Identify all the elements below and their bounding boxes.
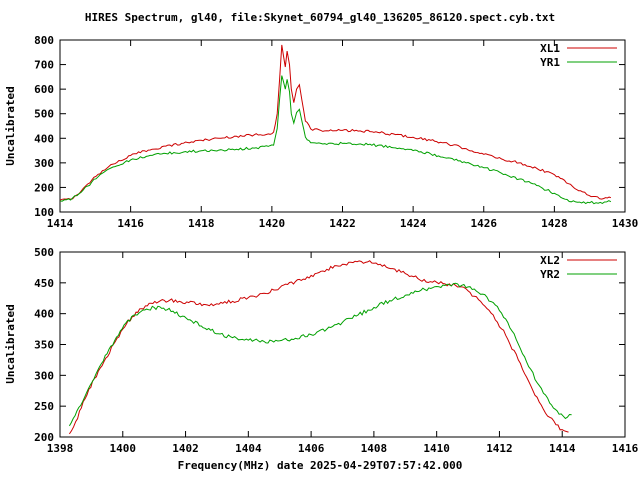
x-tick-label: 1404: [235, 442, 262, 455]
y-tick-label: 100: [34, 206, 54, 219]
x-tick-label: 1426: [471, 217, 498, 230]
y-tick-label: 400: [34, 308, 54, 321]
x-tick-label: 1402: [172, 442, 199, 455]
x-tick-label: 1414: [47, 217, 74, 230]
x-tick-label: 1422: [329, 217, 356, 230]
y-tick-label: 500: [34, 108, 54, 121]
y-tick-label: 700: [34, 59, 54, 72]
legend-label-YR1: YR1: [540, 56, 560, 69]
y-tick-label: 300: [34, 369, 54, 382]
y-tick-label: 800: [34, 34, 54, 47]
x-tick-label: 1412: [486, 442, 513, 455]
y-tick-label: 200: [34, 181, 54, 194]
x-tick-label: 1420: [259, 217, 286, 230]
series-line-XL1: [59, 44, 612, 201]
y-tick-label: 350: [34, 339, 54, 352]
series-line-YR1: [59, 75, 612, 205]
x-tick-label: 1428: [541, 217, 568, 230]
top-chart: 1414 1416 1418 1420 1422 1424 1426 1428 1430 100 2…: [34, 34, 638, 230]
y-tick-label: 400: [34, 132, 54, 145]
y-tick-label: 200: [34, 431, 54, 444]
series-line-YR2: [68, 282, 572, 427]
legend-label-XL1: XL1: [540, 42, 560, 55]
bottom-chart: 1398 1400 1402 1404 1406 1408 1410 1412 1414 1416…: [34, 246, 638, 455]
x-tick-label: 1410: [423, 442, 450, 455]
x-tick-label: 1430: [612, 217, 639, 230]
x-axis-label: Frequency(MHz) date 2025-04-29T07:57:42.…: [178, 459, 463, 472]
x-tick-label: 1400: [110, 442, 137, 455]
x-tick-label: 1424: [400, 217, 427, 230]
x-tick-label: 1418: [188, 217, 215, 230]
y-tick-label: 450: [34, 277, 54, 290]
plot-title: HIRES Spectrum, gl40, file:Skynet_60794_…: [85, 11, 555, 24]
legend-label-XL2: XL2: [540, 254, 560, 267]
series-line-XL2: [68, 260, 569, 435]
y-tick-label: 300: [34, 157, 54, 170]
x-tick-label: 1416: [612, 442, 639, 455]
y-axis-label-bottom: Uncalibrated: [4, 304, 17, 383]
y-tick-label: 500: [34, 246, 54, 259]
y-tick-label: 250: [34, 400, 54, 413]
x-tick-label: 1406: [298, 442, 325, 455]
x-tick-label: 1398: [47, 442, 74, 455]
x-tick-label: 1414: [549, 442, 576, 455]
y-tick-label: 600: [34, 83, 54, 96]
x-tick-label: 1416: [117, 217, 144, 230]
x-tick-label: 1408: [361, 442, 388, 455]
y-axis-label-top: Uncalibrated: [4, 86, 17, 165]
legend-label-YR2: YR2: [540, 268, 560, 281]
